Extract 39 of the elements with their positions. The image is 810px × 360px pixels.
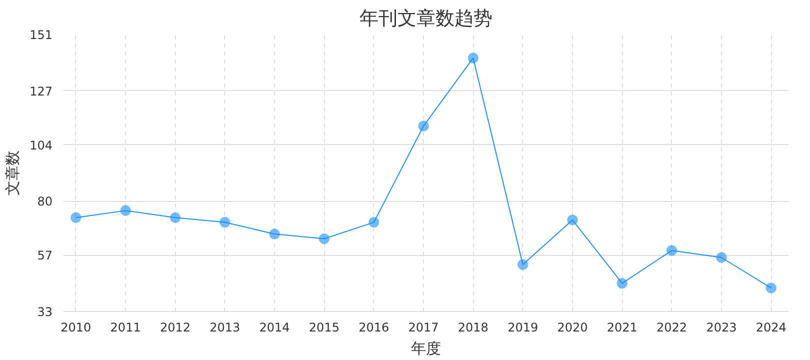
y-tick-label: 127 <box>30 84 52 98</box>
point <box>219 216 230 228</box>
x-tick-label: 2020 <box>557 320 588 334</box>
x-tick-label: 2019 <box>508 320 538 334</box>
x-tick-label: 2010 <box>60 320 92 334</box>
point <box>666 244 678 256</box>
chart-title: 年刊文章数趋势 <box>360 8 492 30</box>
x-tick-label: 2017 <box>408 320 439 334</box>
y-tick-label: 57 <box>37 248 53 263</box>
x-tick-label: 2013 <box>210 320 240 334</box>
y-tick-label: 151 <box>30 28 52 42</box>
x-tick-label: 2024 <box>756 320 786 334</box>
point <box>368 216 380 228</box>
point <box>70 212 82 224</box>
x-tick-label: 2018 <box>458 320 488 334</box>
point <box>468 52 479 64</box>
point <box>716 252 727 263</box>
point <box>318 233 330 244</box>
x-axis-title: 年度 <box>411 340 441 358</box>
point <box>566 214 578 226</box>
y-tick-label: 104 <box>30 138 52 152</box>
x-tick-label: 2023 <box>706 320 737 334</box>
x-tick-label: 2011 <box>110 320 141 334</box>
point <box>517 259 528 270</box>
point <box>616 278 628 289</box>
point <box>170 212 181 224</box>
y-tick-label: 33 <box>37 305 53 319</box>
point <box>269 228 280 240</box>
x-tick-label: 2021 <box>606 320 638 334</box>
y-tick-label: 80 <box>37 194 53 209</box>
x-tick-label: 2015 <box>308 320 340 334</box>
point <box>766 282 777 294</box>
x-tick-label: 2012 <box>160 320 191 334</box>
point <box>418 120 430 132</box>
y-axis-title: 文章数 <box>4 150 22 196</box>
x-tick-label: 2022 <box>656 320 688 334</box>
x-tick-label: 2014 <box>259 320 290 334</box>
x-tick-label: 2016 <box>358 320 390 334</box>
point <box>120 205 132 216</box>
